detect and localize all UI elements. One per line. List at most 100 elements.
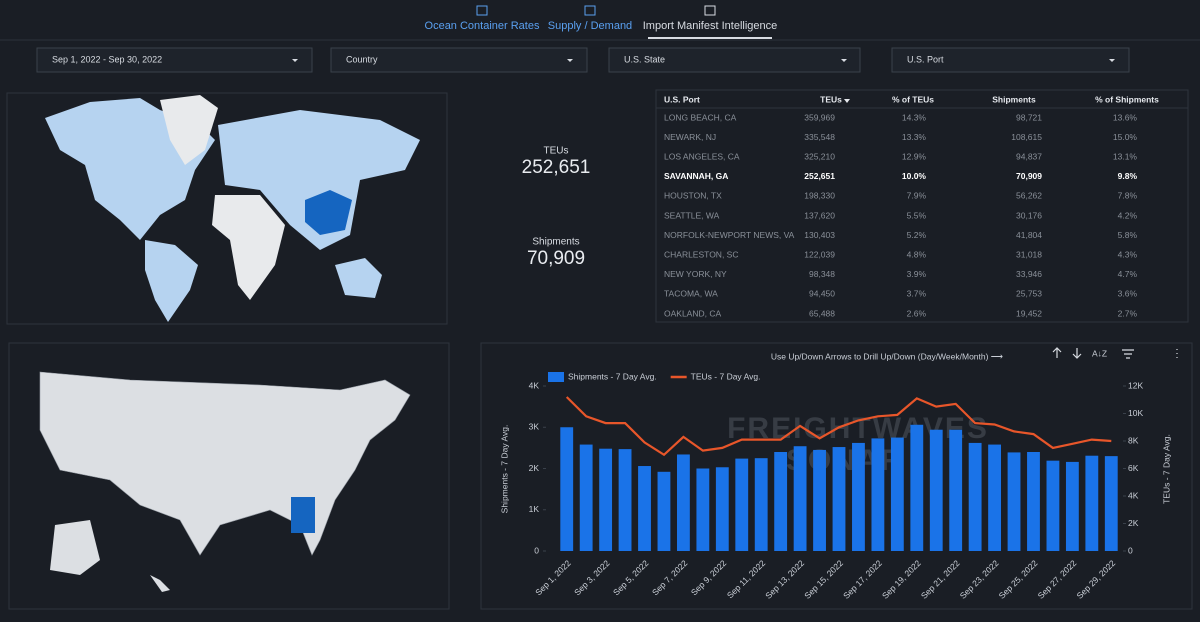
tab-icon: [476, 5, 488, 16]
filter-label: Sep 1, 2022 - Sep 30, 2022: [52, 54, 162, 64]
table-cell: 7.9%: [907, 191, 927, 201]
table-cell: LONG BEACH, CA: [664, 112, 737, 122]
y2-axis-title: TEUs - 7 Day Avg.: [1161, 434, 1171, 504]
us-map: [39, 371, 411, 592]
bar: [852, 442, 865, 551]
bar: [1046, 460, 1060, 551]
bar: [1104, 456, 1118, 551]
nav-tab[interactable]: Import Manifest Intelligence: [643, 20, 778, 32]
filter-icon[interactable]: [1122, 349, 1134, 359]
table-cell: 5.2%: [907, 230, 927, 240]
table-cell: 14.3%: [902, 112, 927, 122]
table-cell: 122,039: [804, 249, 835, 259]
bar: [832, 447, 846, 551]
table-cell: 70,909: [1016, 171, 1042, 181]
x-tick-label: Sep 15, 2022: [802, 558, 845, 601]
table-cell: 2.7%: [1118, 308, 1138, 318]
table-cell: SAVANNAH, GA: [664, 171, 728, 181]
bar: [1085, 455, 1099, 551]
table-cell: TACOMA, WA: [664, 289, 718, 299]
table-cell: 65,488: [809, 308, 835, 318]
table-header[interactable]: % of Shipments: [1095, 94, 1159, 104]
alaska: [50, 520, 100, 575]
south-america: [145, 240, 198, 322]
y-tick-label: 0: [534, 545, 539, 555]
x-tick-label: Sep 3, 2022: [572, 558, 612, 598]
table-cell: 3.6%: [1118, 289, 1138, 299]
drill-up-icon[interactable]: [1052, 347, 1062, 358]
bar: [988, 444, 1002, 551]
table-cell: 41,804: [1016, 230, 1042, 240]
table-cell: 98,348: [809, 269, 835, 279]
y2-tick-label: 6K: [1128, 463, 1139, 473]
table-cell: NEW YORK, NY: [664, 269, 727, 279]
bar: [754, 458, 768, 551]
tab-icon: [704, 5, 716, 16]
filter-dropdown[interactable]: [608, 47, 861, 73]
table-cell: 33,946: [1016, 269, 1042, 279]
table-cell: 9.8%: [1118, 171, 1138, 181]
x-tick-label: Sep 21, 2022: [919, 558, 962, 601]
x-tick-label: Sep 5, 2022: [611, 558, 651, 598]
table-cell: 13.1%: [1113, 151, 1138, 161]
bar: [715, 467, 729, 551]
table-cell: 359,969: [804, 112, 835, 122]
table-cell: 7.8%: [1118, 191, 1138, 201]
chart-panel: [480, 342, 1193, 610]
y2-tick-label: 2K: [1128, 518, 1139, 528]
filter-dropdown[interactable]: [330, 47, 588, 73]
table-header[interactable]: Shipments: [992, 94, 1036, 104]
table-header[interactable]: U.S. Port: [664, 94, 700, 104]
table-cell: 3.9%: [907, 269, 927, 279]
filter-dropdown[interactable]: [891, 47, 1130, 73]
bar: [657, 471, 671, 551]
australia: [335, 258, 382, 298]
x-tick-label: Sep 29, 2022: [1074, 558, 1117, 601]
table-header[interactable]: TEUs: [820, 94, 842, 104]
bar: [793, 446, 807, 551]
filter-label: Country: [346, 54, 378, 64]
y-tick-label: 2K: [529, 463, 540, 473]
table-cell: 5.5%: [907, 210, 927, 220]
legend-label: TEUs - 7 Day Avg.: [691, 371, 761, 381]
y-axis-title: Shipments - 7 Day Avg.: [499, 425, 509, 514]
bar: [871, 438, 885, 551]
y2-tick-label: 12K: [1128, 380, 1143, 390]
hawaii: [150, 575, 170, 592]
caret: [1109, 59, 1115, 62]
caret: [292, 59, 298, 62]
line: [565, 396, 1112, 457]
drill-down-icon[interactable]: [1072, 348, 1082, 359]
x-tick-label: Sep 27, 2022: [1036, 558, 1079, 601]
caret: [567, 59, 573, 62]
table-cell: HOUSTON, TX: [664, 191, 722, 201]
sort-indicator: [844, 99, 850, 103]
x-tick-label: Sep 17, 2022: [841, 558, 884, 601]
y2-tick-label: 8K: [1128, 435, 1139, 445]
table-cell: 15.0%: [1113, 132, 1138, 142]
sort-az-icon[interactable]: A↓Z: [1092, 348, 1107, 358]
bar: [696, 468, 710, 551]
nav-tab[interactable]: Ocean Container Rates: [425, 20, 540, 32]
table-cell: 94,837: [1016, 151, 1042, 161]
table-cell: 137,620: [804, 210, 835, 220]
table-cell: 25,753: [1016, 289, 1042, 299]
hint: Use Up/Down Arrows to Drill Up/Down (Day…: [771, 351, 1004, 361]
nav-tab[interactable]: Supply / Demand: [548, 20, 632, 32]
georgia: [291, 497, 315, 533]
bar: [638, 466, 651, 551]
y-tick-label: 4K: [529, 380, 540, 390]
table-cell: 56,262: [1016, 191, 1042, 201]
y2-tick-label: 10K: [1128, 408, 1143, 418]
table-cell: SEATTLE, WA: [664, 210, 720, 220]
filter-dropdown[interactable]: [36, 47, 313, 73]
table-cell: 4.3%: [1118, 249, 1138, 259]
table-header[interactable]: % of TEUs: [892, 94, 934, 104]
y-tick-label: 3K: [529, 422, 540, 432]
tab-icon: [584, 5, 596, 16]
bar: [910, 424, 924, 551]
y2-tick-label: 4K: [1128, 490, 1139, 500]
filter-carets: [292, 59, 1115, 62]
bar: [968, 442, 982, 551]
